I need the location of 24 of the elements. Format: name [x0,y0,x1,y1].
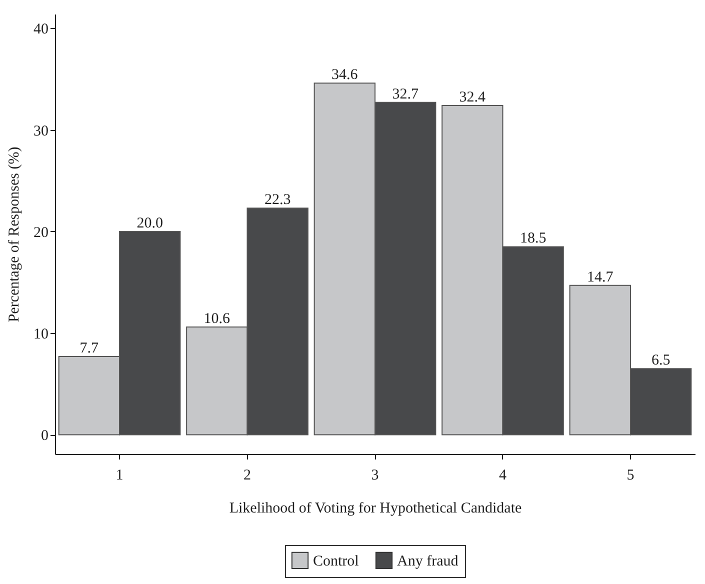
data-label: 22.3 [264,192,291,208]
y-axis-title: Percentage of Responses (%) [6,146,22,322]
data-label: 18.5 [520,230,546,247]
legend-label: Any fraud [397,553,459,570]
data-label: 20.0 [136,215,163,232]
legend-label: Control [313,553,359,570]
x-axis-title: Likelihood of Voting for Hypothetical Candidate [229,500,522,516]
x-tick-label: 5 [626,468,634,484]
x-tick-label: 4 [498,468,507,484]
y-tick-label: 0 [41,428,48,444]
x-tick-label: 1 [116,468,124,484]
data-label: 14.7 [587,269,614,286]
y-tick-label: 20 [34,224,48,241]
data-label: 32.4 [459,89,486,106]
y-tick-label: 40 [34,22,48,38]
x-tick-label: 2 [244,468,252,484]
data-label: 6.5 [651,352,670,369]
data-label: 34.6 [332,67,358,84]
x-tick-label: 3 [371,468,379,484]
data-label: 32.7 [392,86,419,102]
data-label: 7.7 [80,340,100,356]
y-tick-label: 10 [34,326,48,343]
data-label: 10.6 [204,310,231,327]
y-tick-label: 30 [34,123,48,140]
